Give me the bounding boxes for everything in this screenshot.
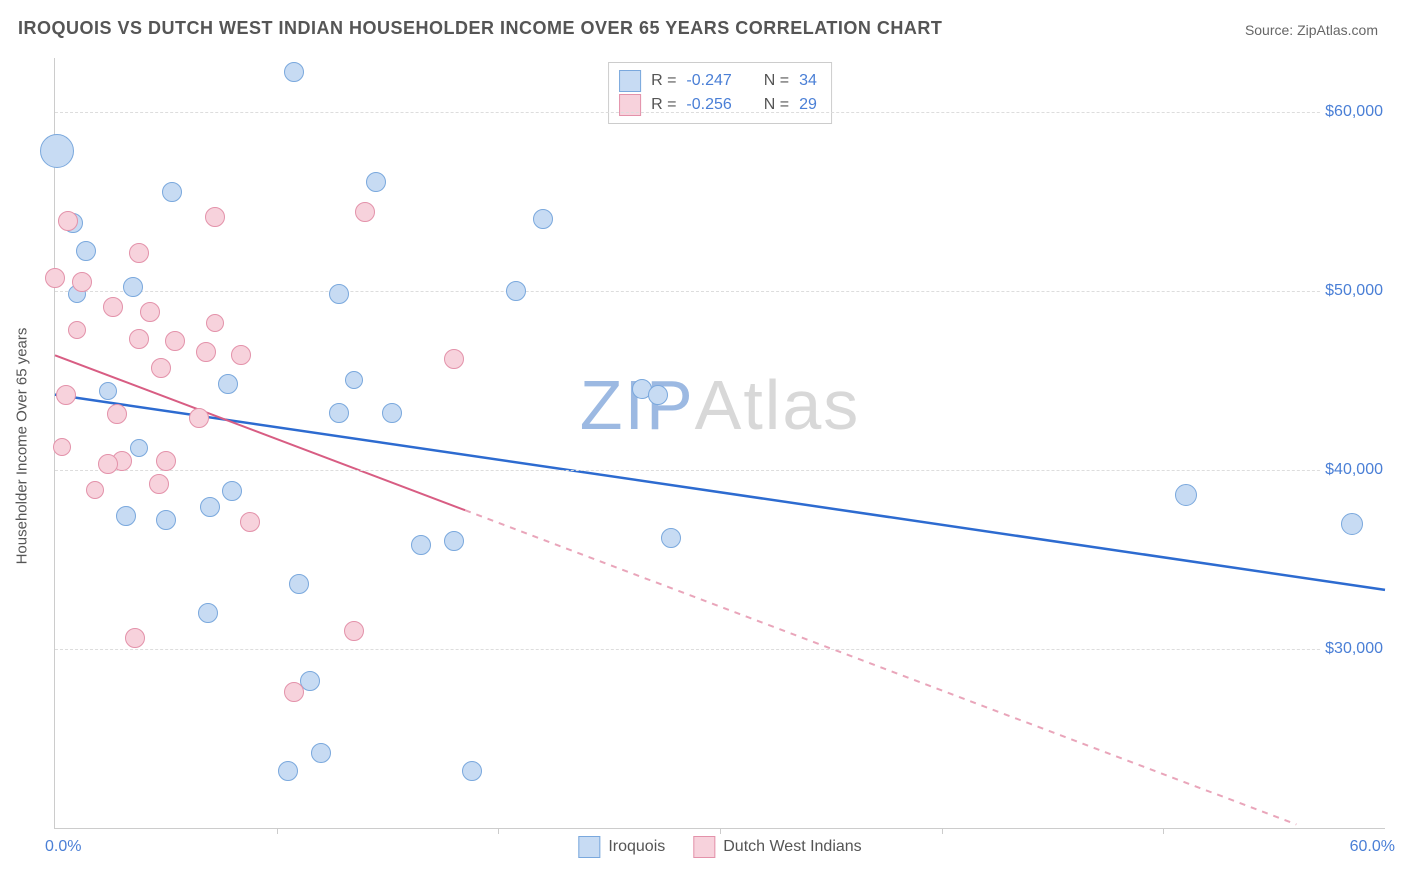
legend-swatch xyxy=(578,836,600,858)
data-point xyxy=(98,454,118,474)
legend-label: Iroquois xyxy=(608,838,665,856)
series-swatch xyxy=(619,70,641,92)
x-tick xyxy=(720,828,721,834)
data-point xyxy=(366,172,386,192)
data-point xyxy=(68,321,86,339)
data-point xyxy=(140,302,160,322)
data-point xyxy=(99,382,117,400)
x-axis-end-label: 60.0% xyxy=(1350,838,1395,856)
legend-item: Dutch West Indians xyxy=(693,836,861,858)
data-point xyxy=(162,182,182,202)
y-axis-label: Householder Income Over 65 years xyxy=(14,328,31,565)
x-tick xyxy=(277,828,278,834)
data-point xyxy=(278,761,298,781)
data-point xyxy=(149,474,169,494)
data-point xyxy=(56,385,76,405)
data-point xyxy=(196,342,216,362)
data-point xyxy=(218,374,238,394)
data-point xyxy=(222,481,242,501)
data-point xyxy=(76,241,96,261)
stats-box: R = -0.247 N = 34 R = -0.256 N = 29 xyxy=(608,62,832,124)
stat-n-value: 34 xyxy=(799,69,817,93)
data-point xyxy=(156,451,176,471)
stat-n-label: N = xyxy=(764,93,789,117)
plot-area: ZIPAtlas R = -0.247 N = 34 R = -0.256 N = 2… xyxy=(54,58,1385,829)
y-tick-label: $60,000 xyxy=(1321,103,1387,121)
data-point xyxy=(86,481,104,499)
stat-r-value: -0.247 xyxy=(686,69,731,93)
legend-label: Dutch West Indians xyxy=(723,838,861,856)
data-point xyxy=(72,272,92,292)
chart-title: IROQUOIS VS DUTCH WEST INDIAN HOUSEHOLDE… xyxy=(18,18,942,39)
data-point xyxy=(130,439,148,457)
data-point xyxy=(129,243,149,263)
data-point xyxy=(1341,513,1363,535)
data-point xyxy=(198,603,218,623)
stat-r-label: R = xyxy=(651,69,676,93)
legend-swatch xyxy=(693,836,715,858)
data-point xyxy=(103,297,123,317)
stats-row: R = -0.256 N = 29 xyxy=(619,93,817,117)
data-point xyxy=(411,535,431,555)
data-point xyxy=(284,62,304,82)
data-point xyxy=(648,385,668,405)
x-tick xyxy=(942,828,943,834)
gridline-h xyxy=(55,291,1385,292)
gridline-h xyxy=(55,470,1385,471)
data-point xyxy=(311,743,331,763)
trend-lines-layer xyxy=(55,58,1385,828)
data-point xyxy=(205,207,225,227)
data-point xyxy=(444,349,464,369)
stats-row: R = -0.247 N = 34 xyxy=(619,69,817,93)
data-point xyxy=(40,134,74,168)
data-point xyxy=(231,345,251,365)
stat-r-value: -0.256 xyxy=(686,93,731,117)
data-point xyxy=(444,531,464,551)
gridline-h xyxy=(55,112,1385,113)
data-point xyxy=(58,211,78,231)
y-tick-label: $40,000 xyxy=(1321,461,1387,479)
data-point xyxy=(355,202,375,222)
gridline-h xyxy=(55,649,1385,650)
x-tick xyxy=(1163,828,1164,834)
data-point xyxy=(189,408,209,428)
x-tick xyxy=(498,828,499,834)
data-point xyxy=(125,628,145,648)
stat-n-label: N = xyxy=(764,69,789,93)
data-point xyxy=(1175,484,1197,506)
y-tick-label: $50,000 xyxy=(1321,282,1387,300)
data-point xyxy=(107,404,127,424)
data-point xyxy=(151,358,171,378)
legend: Iroquois Dutch West Indians xyxy=(578,836,861,858)
data-point xyxy=(206,314,224,332)
x-axis-start-label: 0.0% xyxy=(45,838,81,856)
data-point xyxy=(123,277,143,297)
stat-n-value: 29 xyxy=(799,93,817,117)
data-point xyxy=(165,331,185,351)
data-point xyxy=(506,281,526,301)
data-point xyxy=(240,512,260,532)
data-point xyxy=(661,528,681,548)
data-point xyxy=(329,403,349,423)
data-point xyxy=(462,761,482,781)
data-point xyxy=(156,510,176,530)
data-point xyxy=(45,268,65,288)
source-label: Source: ZipAtlas.com xyxy=(1245,22,1378,38)
data-point xyxy=(289,574,309,594)
legend-item: Iroquois xyxy=(578,836,665,858)
data-point xyxy=(284,682,304,702)
data-point xyxy=(200,497,220,517)
watermark: ZIPAtlas xyxy=(580,365,861,445)
data-point xyxy=(382,403,402,423)
stat-r-label: R = xyxy=(651,93,676,117)
data-point xyxy=(116,506,136,526)
y-tick-label: $30,000 xyxy=(1321,640,1387,658)
data-point xyxy=(533,209,553,229)
data-point xyxy=(345,371,363,389)
data-point xyxy=(129,329,149,349)
data-point xyxy=(344,621,364,641)
data-point xyxy=(53,438,71,456)
data-point xyxy=(329,284,349,304)
